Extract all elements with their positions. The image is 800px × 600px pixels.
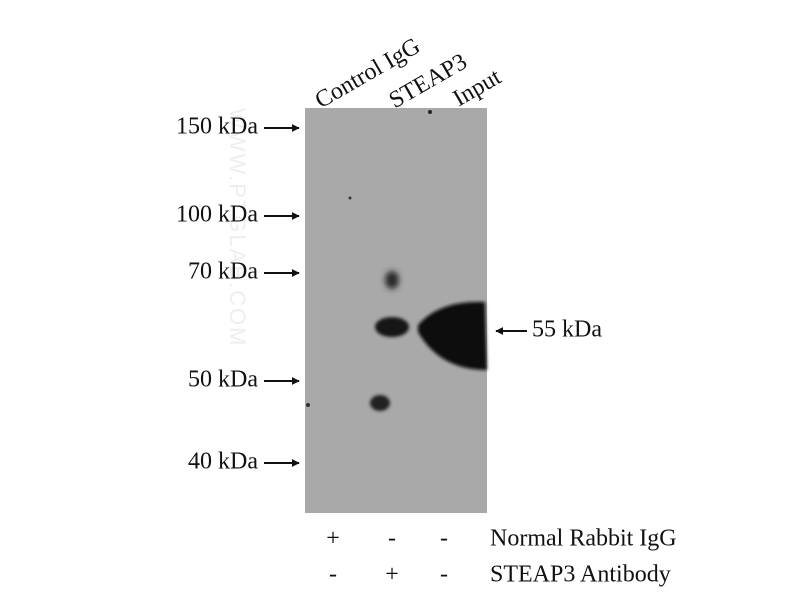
- condition-sign: -: [329, 562, 337, 588]
- band: [370, 395, 390, 411]
- condition-sign: +: [326, 526, 340, 552]
- spot: [428, 110, 432, 114]
- condition-sign: +: [385, 562, 399, 588]
- condition-sign: -: [388, 526, 396, 552]
- marker-label: 40 kDa: [188, 449, 258, 475]
- spot: [306, 403, 310, 407]
- band: [375, 317, 409, 337]
- marker-label: 100 kDa: [176, 202, 258, 228]
- band: [418, 301, 487, 370]
- condition-label: Normal Rabbit IgG: [490, 526, 677, 552]
- watermark: WWW.PTGLAB.COM: [225, 108, 250, 347]
- band: [385, 271, 399, 289]
- blot: [305, 108, 487, 513]
- condition-label: STEAP3 Antibody: [490, 562, 671, 588]
- condition-sign: -: [440, 526, 448, 552]
- marker-label: 70 kDa: [188, 259, 258, 285]
- spot: [348, 196, 352, 200]
- band-label: 55 kDa: [532, 317, 602, 343]
- marker-label: 50 kDa: [188, 367, 258, 393]
- condition-sign: -: [440, 562, 448, 588]
- marker-label: 150 kDa: [176, 114, 258, 140]
